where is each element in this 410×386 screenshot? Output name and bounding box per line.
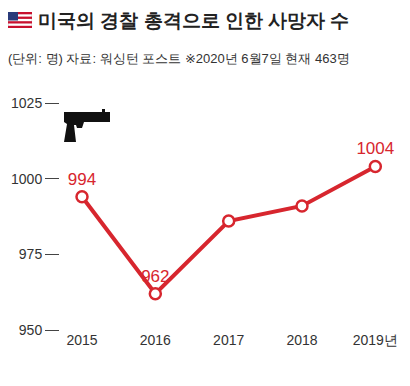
svg-text:2018: 2018 [286, 332, 317, 348]
svg-text:2016: 2016 [140, 332, 171, 348]
svg-text:2019년: 2019년 [353, 332, 398, 348]
svg-text:962: 962 [141, 267, 169, 286]
svg-text:950: 950 [19, 322, 43, 338]
svg-text:994: 994 [68, 170, 96, 189]
svg-text:2017: 2017 [213, 332, 244, 348]
svg-text:975: 975 [19, 246, 43, 262]
html-text:(단위: 명) 자료: 워싱턴 포스트 ※2020년 6월7: (단위: 명) 자료: 워싱턴 포스트 ※2020년 6월7일 현재 463명 [8, 51, 350, 66]
html-text:미국의 경찰 총격으로 인한 사망자 수: 미국의 경찰 총격으로 인한 사망자 수 [38, 10, 350, 31]
svg-text:1000: 1000 [11, 171, 42, 187]
svg-text:1025: 1025 [11, 95, 42, 111]
svg-text:1004: 1004 [356, 139, 394, 158]
svg-text:2015: 2015 [66, 332, 97, 348]
